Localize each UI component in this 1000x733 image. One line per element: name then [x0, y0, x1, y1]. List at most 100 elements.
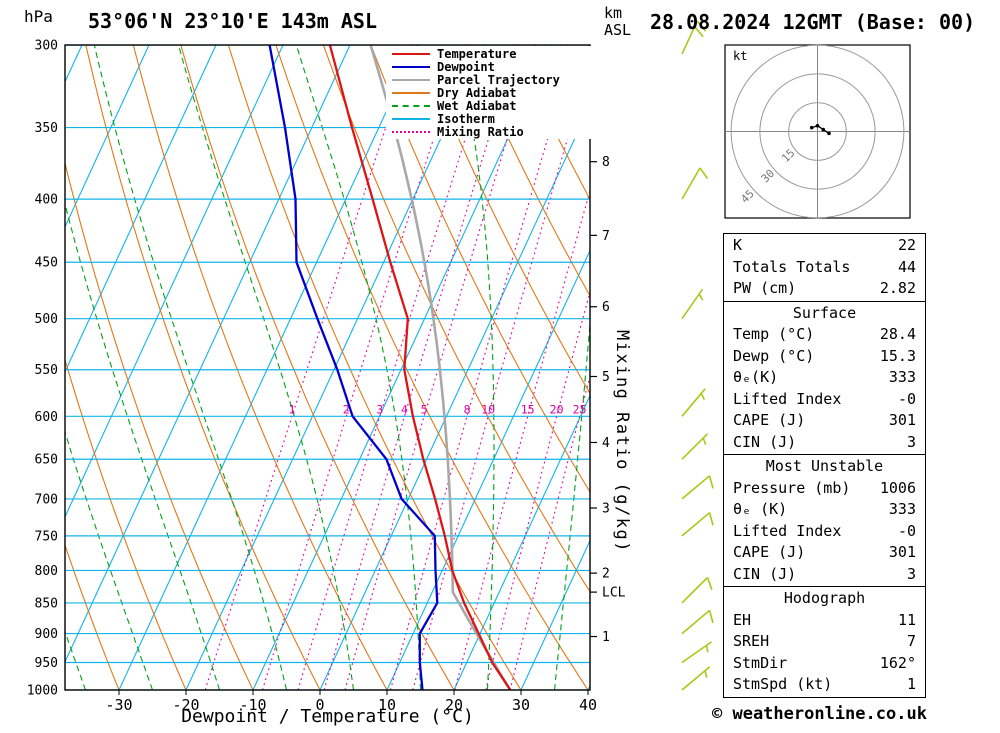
- svg-text:3: 3: [376, 402, 383, 416]
- table-section-surface: Surface Temp (°C) 28.4 Dewp (°C) 15.3 θₑ(K) 33…: [724, 300, 925, 455]
- hodograph-unit-label: kt: [733, 49, 747, 63]
- svg-text:1: 1: [289, 402, 296, 416]
- x-axis-title: Dewpoint / Temperature (°C): [181, 706, 474, 727]
- pressure-tick-label: 350: [35, 121, 58, 136]
- pressure-unit-label: hPa: [24, 7, 53, 26]
- table-row: StmSpd (kt) 1: [724, 674, 925, 696]
- wind-barb: [681, 167, 709, 200]
- table-row-label: Totals Totals: [733, 257, 851, 276]
- table-row-value: 2.82: [879, 279, 916, 297]
- table-row: CIN (J) 3: [724, 564, 925, 586]
- km-tick-label: 5: [602, 370, 610, 385]
- wet-adiabat-line-swatch: [392, 104, 430, 107]
- km-tick-label: 2: [602, 567, 610, 582]
- mixing-ratio-axis-title: Mixing Ratio (g/kg): [612, 330, 632, 553]
- svg-text:20: 20: [550, 402, 564, 416]
- temperature-line-swatch: [392, 52, 430, 55]
- table-row-value: 3: [906, 564, 916, 583]
- table-row: EH 11: [724, 610, 925, 632]
- table-row: Lifted Index -0: [724, 521, 925, 543]
- wind-barb: [681, 388, 706, 417]
- mixing-ratio-labels: 1 2 3 4 5 8 10 15 20 25: [289, 402, 587, 416]
- wind-barb-column: [681, 20, 714, 691]
- table-section: K 22 Totals Totals 44 PW (cm) 2.82: [724, 234, 925, 301]
- isobar-lines: [65, 45, 590, 690]
- table-row: θₑ (K) 333: [724, 499, 925, 521]
- table-section-most-unstable: Most Unstable Pressure (mb) 1006 θₑ (K) 333 L…: [724, 454, 925, 586]
- pressure-tick-label: 750: [35, 529, 58, 544]
- table-row-value: 333: [888, 368, 916, 386]
- table-row-label: CAPE (J): [733, 543, 806, 561]
- run-datetime: 28.08.2024 12GMT (Base: 00): [650, 10, 976, 34]
- parcel-trajectory-line-swatch: [392, 78, 430, 81]
- pressure-tick-label: 400: [35, 193, 58, 208]
- wind-barb: [681, 641, 712, 664]
- legend-item-wet-adiabat: Wet Adiabat: [386, 99, 591, 113]
- legend-label: Dewpoint: [437, 59, 495, 74]
- svg-text:2: 2: [343, 402, 350, 416]
- svg-text:10: 10: [481, 402, 495, 416]
- table-row-value: 7: [906, 632, 916, 650]
- wind-barb: [681, 433, 709, 460]
- temp-tick-label: -20: [172, 696, 199, 714]
- table-row-label: Dewp (°C): [733, 346, 815, 365]
- table-row-label: CIN (J): [733, 564, 797, 583]
- km-tick-label: 7: [602, 229, 610, 244]
- legend-label: Isotherm: [437, 111, 495, 126]
- svg-text:8: 8: [464, 402, 471, 416]
- pressure-tick-label: 600: [35, 410, 58, 425]
- table-row-label: Lifted Index: [733, 389, 842, 408]
- legend-item-parcel-trajectory: Parcel Trajectory: [386, 73, 591, 87]
- table-row-value: 301: [888, 411, 916, 429]
- parcel-trajectory-curve: [369, 45, 512, 690]
- axes-frame: 3003504004505005506006507007508008509009…: [27, 39, 626, 715]
- pressure-tick-label: 300: [35, 39, 58, 54]
- svg-text:25: 25: [573, 402, 587, 416]
- table-row-label: θₑ (K): [733, 500, 788, 518]
- table-row-label: Pressure (mb): [733, 478, 851, 497]
- temp-tick-label: -30: [105, 696, 132, 714]
- table-row-value: -0: [897, 389, 916, 408]
- table-row-label: K: [733, 236, 743, 254]
- sounding-curves: [268, 45, 512, 690]
- isotherm-lines: [65, 45, 590, 690]
- table-row-value: 22: [897, 236, 916, 254]
- table-row: CIN (J) 3: [724, 432, 925, 454]
- legend: Temperature Dewpoint Parcel Trajectory Dry …: [386, 46, 591, 139]
- temp-tick-label: -10: [239, 696, 266, 714]
- pressure-tick-label: 1000: [27, 684, 58, 699]
- table-row-value: 28.4: [879, 325, 916, 343]
- wind-barb: [681, 576, 713, 604]
- legend-item-dry-adiabat: Dry Adiabat: [386, 86, 591, 100]
- table-row-value: 301: [888, 543, 916, 561]
- table-row: θₑ(K) 333: [724, 367, 925, 389]
- legend-item-dewpoint: Dewpoint: [386, 59, 591, 74]
- table-row-value: 1006: [879, 478, 916, 497]
- km-tick-label: 8: [602, 155, 610, 170]
- table-row-value: 162°: [879, 653, 916, 672]
- table-row: Totals Totals 44: [724, 257, 925, 279]
- table-row-label: θₑ(K): [733, 368, 779, 386]
- table-row: StmDir 162°: [724, 653, 925, 675]
- table-section-title: Surface: [792, 303, 857, 322]
- isotherm-line-swatch: [392, 117, 430, 120]
- svg-text:5: 5: [421, 402, 428, 416]
- asl-label: ASL: [604, 21, 632, 39]
- table-row: CAPE (J) 301: [724, 410, 925, 432]
- table-row-label: PW (cm): [733, 279, 797, 297]
- table-row-label: CIN (J): [733, 432, 797, 451]
- legend-item-temperature: Temperature: [386, 47, 591, 61]
- pressure-tick-label: 800: [35, 564, 58, 579]
- wind-barb: [681, 475, 714, 500]
- table-row-value: 3: [906, 432, 916, 451]
- wind-barb: [681, 609, 714, 635]
- svg-text:15: 15: [521, 402, 535, 416]
- temp-tick-label: 40: [579, 696, 597, 714]
- pressure-tick-label: 500: [35, 312, 58, 327]
- pressure-tick-label: 850: [35, 596, 58, 611]
- wind-barb: [681, 666, 711, 691]
- wind-barb: [681, 288, 704, 320]
- km-tick-label: 4: [602, 436, 610, 451]
- legend-item-mixing-ratio: Mixing Ratio: [386, 125, 591, 139]
